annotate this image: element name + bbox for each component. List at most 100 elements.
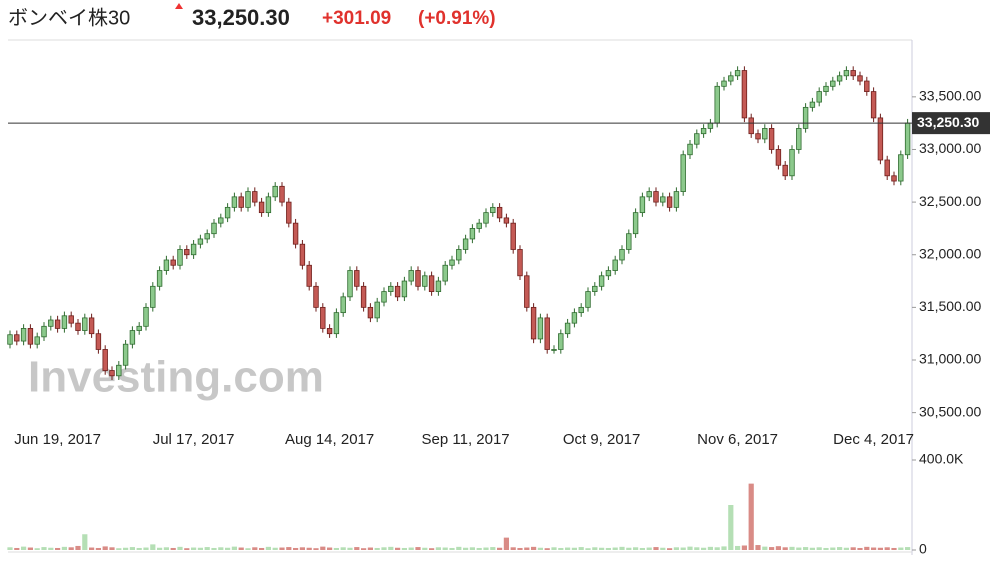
volume-bar: [259, 547, 265, 550]
candle-body: [741, 70, 748, 119]
volume-bar: [571, 547, 577, 550]
candle-body: [428, 275, 435, 292]
volume-bar: [544, 548, 550, 550]
candle-body: [313, 285, 319, 308]
watermark: Investing.com: [28, 353, 324, 402]
candle-body: [218, 217, 224, 224]
volume-bar: [361, 548, 367, 550]
candle-body: [462, 238, 469, 250]
candle-body: [490, 206, 496, 214]
volume-bar: [762, 546, 768, 550]
volume-bar: [565, 547, 571, 550]
candle-body: [150, 285, 156, 308]
candle-body: [687, 143, 693, 156]
candle-body: [122, 343, 129, 366]
volume-bar: [367, 547, 373, 550]
candle-body: [768, 128, 775, 150]
candle-body: [354, 270, 360, 287]
candle-body: [571, 312, 578, 324]
candle-body: [34, 336, 40, 345]
candle-body: [619, 249, 625, 261]
volume-bar: [816, 547, 822, 550]
volume-bar: [395, 547, 401, 550]
volume-bar: [823, 547, 829, 550]
candle-body: [762, 128, 768, 140]
candle-body: [653, 191, 659, 203]
volume-bar: [673, 547, 679, 550]
candle-body: [320, 306, 326, 329]
candle-body: [252, 191, 258, 203]
last-price-box: [912, 112, 990, 135]
volume-bar: [687, 546, 693, 550]
volume-bar: [422, 547, 428, 550]
candle-body: [415, 270, 421, 287]
volume-bar: [354, 547, 360, 550]
candle-body: [728, 75, 734, 82]
volume-bar: [163, 547, 169, 550]
candle-body: [88, 317, 95, 335]
volume-bar: [95, 547, 101, 550]
candle-body: [156, 270, 163, 287]
volume-bar: [803, 547, 809, 550]
volume-bar: [680, 547, 686, 550]
volume-bar: [850, 547, 856, 550]
x-tick-label: Oct 9, 2017: [563, 431, 641, 448]
candle-body: [340, 296, 346, 314]
up-arrow: [175, 3, 183, 9]
volume-bar: [775, 546, 781, 550]
volume-bar: [21, 546, 27, 550]
candle-body: [381, 291, 387, 303]
volume-bar: [231, 546, 237, 550]
candle-body: [884, 159, 890, 177]
candle-body: [231, 196, 238, 208]
candle-body: [694, 133, 700, 145]
candle-body: [544, 317, 550, 350]
candle-body: [857, 75, 863, 82]
volume-bar: [483, 547, 489, 550]
candle-body: [830, 80, 836, 87]
volume-bar: [435, 547, 441, 550]
volume-bar: [109, 547, 115, 550]
candle-body: [598, 275, 605, 287]
volume-bar: [429, 548, 435, 550]
candle-body: [7, 334, 13, 345]
candle-body: [272, 185, 278, 198]
y-tick-label: 32,000.00: [919, 245, 981, 261]
volume-bar: [177, 546, 183, 550]
volume-bar: [218, 547, 224, 550]
last-price: 33,250.30: [192, 5, 290, 30]
volume-bar: [497, 547, 503, 550]
volume-bar: [612, 547, 618, 550]
candle-body: [394, 285, 401, 298]
volume-bar: [905, 547, 911, 550]
volume-tick-label: 400.0K: [919, 451, 964, 467]
volume-bar: [272, 547, 278, 550]
y-tick-label: 33,000.00: [919, 140, 981, 156]
candle-body: [129, 330, 136, 345]
volume-bar: [347, 547, 353, 550]
instrument-name: ボンベイ株30: [8, 6, 130, 29]
volume-bar: [55, 547, 61, 550]
volume-bar: [191, 547, 197, 550]
candle-body: [238, 196, 244, 208]
x-tick-label: Sep 11, 2017: [422, 431, 510, 448]
candle-body: [326, 328, 333, 335]
volume-bar: [340, 547, 346, 550]
volume-bar: [401, 547, 407, 550]
candle-body: [775, 149, 782, 166]
volume-bar: [748, 483, 754, 550]
candle-body: [41, 325, 47, 338]
candle-body: [190, 243, 197, 256]
candle-body: [170, 259, 176, 266]
volume-bar: [735, 545, 741, 550]
volume-bar: [898, 547, 904, 550]
volume-bar: [891, 547, 897, 550]
volume-bar: [633, 547, 639, 550]
volume-bar: [463, 547, 469, 550]
candle-body: [68, 315, 74, 324]
candle-body: [864, 80, 870, 92]
volume-bar: [456, 546, 462, 550]
volume-bar: [48, 547, 54, 550]
candle-body: [789, 149, 795, 177]
volume-bar: [143, 547, 149, 550]
